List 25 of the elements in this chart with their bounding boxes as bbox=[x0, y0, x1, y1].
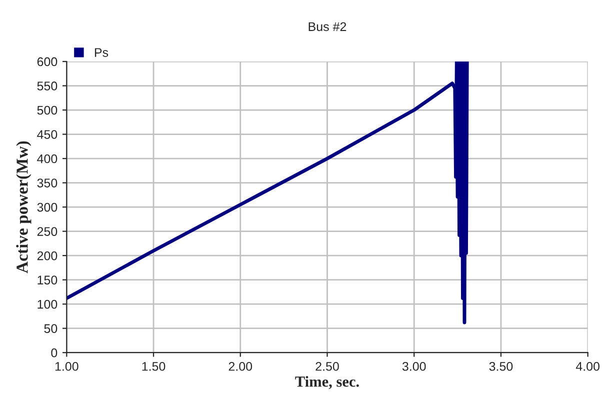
y-tick-label: 200 bbox=[37, 251, 58, 260]
y-tick-label: 150 bbox=[38, 276, 58, 284]
x-tick-label: 3.00 bbox=[402, 362, 426, 371]
y-tick-label: 500 bbox=[37, 106, 58, 115]
line-series bbox=[66, 62, 469, 324]
y-tick-label: 550 bbox=[37, 82, 58, 90]
y-axis-title: Active power(Mw) bbox=[16, 141, 32, 274]
x-tick-label: 3.50 bbox=[489, 362, 513, 371]
y-tick-label: 350 bbox=[37, 178, 58, 188]
y-tick-label: 450 bbox=[37, 130, 58, 139]
y-tick-label: 0 bbox=[51, 348, 58, 358]
x-tick-label: 2.00 bbox=[228, 362, 252, 371]
y-tick-label: 100 bbox=[38, 300, 58, 309]
y-tick-label: 250 bbox=[37, 227, 58, 236]
x-tick-label: 2.50 bbox=[316, 362, 339, 371]
x-tick-label: 4.00 bbox=[576, 362, 600, 371]
y-tick-label: 50 bbox=[44, 324, 58, 333]
y-tick-label: 600 bbox=[37, 57, 58, 66]
x-tick-label: 1.00 bbox=[55, 362, 78, 371]
x-axis-title: Time, sec. bbox=[295, 376, 359, 390]
x-tick-label: 1.50 bbox=[142, 362, 166, 371]
legend-label: Ps bbox=[94, 48, 108, 57]
y-tick-label: 400 bbox=[37, 154, 58, 164]
chart-title: Bus #2 bbox=[308, 22, 346, 32]
y-tick-label: 300 bbox=[37, 202, 58, 212]
